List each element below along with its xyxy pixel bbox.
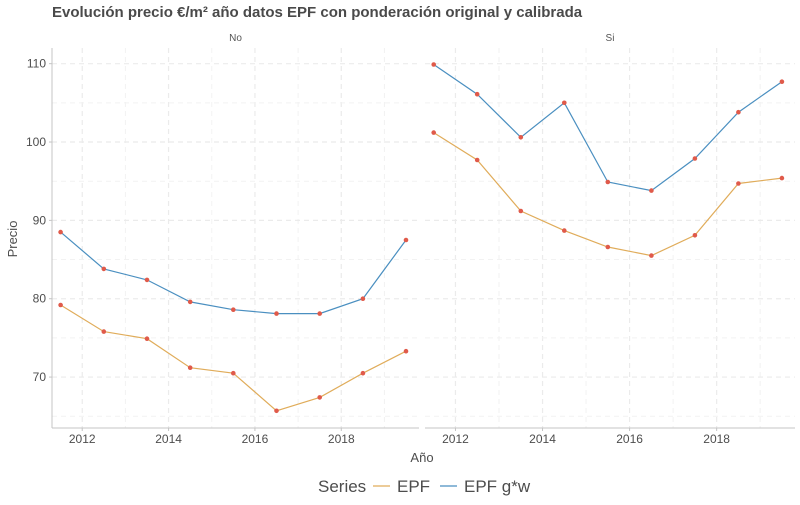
- data-point-epf-g-w: [605, 179, 611, 185]
- y-tick-label: 100: [26, 135, 46, 149]
- data-point-epf: [403, 348, 409, 354]
- data-point-epf: [274, 408, 279, 414]
- data-point-epf-g-w: [58, 229, 63, 235]
- data-point-epf-g-w: [101, 266, 107, 272]
- x-tick-label: 2014: [155, 432, 182, 446]
- data-point-epf: [692, 233, 698, 238]
- x-axis-title: Año: [410, 450, 433, 465]
- y-tick-label: 80: [33, 292, 47, 306]
- data-point-epf: [779, 175, 785, 181]
- data-point-epf-g-w: [692, 156, 698, 161]
- data-point-epf: [649, 253, 654, 258]
- data-point-epf-g-w: [403, 237, 409, 243]
- data-point-epf: [474, 157, 480, 163]
- data-point-epf-g-w: [649, 188, 654, 193]
- data-point-epf: [231, 370, 236, 376]
- data-point-epf: [187, 365, 193, 371]
- data-point-epf: [317, 395, 323, 400]
- y-tick-label: 90: [33, 213, 47, 227]
- series-line-epf-no: [60, 304, 407, 412]
- legend-title: Series: [318, 477, 366, 496]
- data-point-epf: [360, 370, 366, 376]
- x-tick-label: 2018: [703, 432, 730, 446]
- legend: Series EPF EPF g*w: [318, 477, 531, 496]
- x-tick-label: 2012: [442, 432, 469, 446]
- data-point-epf-g-w: [144, 277, 150, 283]
- y-axis-title: Precio: [5, 221, 20, 258]
- data-point-epf-g-w: [736, 109, 741, 115]
- data-point-epf: [736, 181, 741, 186]
- series-line-epf-g-w-si: [433, 64, 783, 192]
- legend-label-epf: EPF: [397, 477, 430, 496]
- data-point-epf-g-w: [274, 311, 279, 316]
- data-point-epf: [101, 329, 107, 334]
- strip-label-no: No: [229, 33, 242, 44]
- legend-label-epf-gw: EPF g*w: [464, 477, 531, 496]
- x-tick-label: 2016: [616, 432, 643, 446]
- data-point-epf: [562, 228, 567, 233]
- data-point-epf-g-w: [562, 100, 567, 106]
- data-point-epf: [144, 336, 150, 342]
- data-point-epf: [58, 302, 63, 308]
- panel-si: Si 2012 2014 2016 2018: [425, 33, 795, 446]
- x-tick-label: 2014: [529, 432, 556, 446]
- y-tick-label: 70: [33, 370, 47, 384]
- x-tick-label: 2018: [328, 432, 355, 446]
- series-line-epf-si: [433, 132, 782, 257]
- chart-title: Evolución precio €/m² año datos EPF con …: [52, 4, 583, 21]
- data-point-epf-g-w: [360, 296, 366, 302]
- data-point-epf-g-w: [231, 307, 236, 313]
- panel-no: No 70 80 90 100 110 2012 2014 2016 2018: [26, 33, 419, 446]
- data-point-epf-g-w: [518, 135, 524, 140]
- data-point-epf-g-w: [317, 311, 323, 316]
- y-tick-label: 110: [27, 57, 46, 71]
- facet-panels: No 70 80 90 100 110 2012 2014 2016 2018 Si 2012 2014…: [26, 33, 795, 446]
- series-line-epf-g-w-no: [60, 231, 407, 315]
- data-point-epf-g-w: [474, 91, 480, 97]
- data-point-epf-g-w: [431, 62, 437, 67]
- data-point-epf: [518, 208, 524, 214]
- strip-label-si: Si: [606, 33, 615, 44]
- data-point-epf: [431, 130, 437, 135]
- data-point-epf: [605, 244, 611, 250]
- data-point-epf-g-w: [187, 299, 193, 305]
- x-tick-label: 2012: [69, 432, 96, 446]
- x-tick-label: 2016: [242, 432, 269, 446]
- data-point-epf-g-w: [779, 79, 785, 84]
